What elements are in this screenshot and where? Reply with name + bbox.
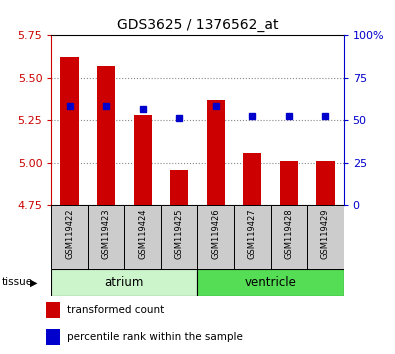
Bar (60, 57, 79, 205)
Bar (234, 205, 271, 269)
Text: GSM119425: GSM119425 (175, 209, 184, 259)
Text: GSM119423: GSM119423 (102, 209, 111, 259)
Text: GSM119428: GSM119428 (284, 209, 293, 259)
Text: ▶: ▶ (30, 277, 38, 287)
Bar (161, 205, 198, 269)
Text: transformed count: transformed count (68, 305, 165, 315)
Text: percentile rank within the sample: percentile rank within the sample (68, 332, 243, 342)
Bar (51, 205, 88, 269)
Text: GSM119424: GSM119424 (138, 209, 147, 259)
Bar (207, 100, 225, 205)
Text: atrium: atrium (105, 276, 144, 289)
Text: tissue: tissue (2, 277, 33, 287)
Bar (170, 170, 188, 205)
Bar (316, 161, 335, 205)
Text: ventricle: ventricle (245, 276, 297, 289)
Bar (198, 269, 344, 296)
Title: GDS3625 / 1376562_at: GDS3625 / 1376562_at (117, 18, 278, 32)
Bar (307, 205, 344, 269)
Bar (243, 153, 261, 205)
Bar (88, 205, 124, 269)
Bar (97, 66, 115, 205)
Bar (47, 329, 60, 345)
Text: GSM119427: GSM119427 (248, 209, 257, 259)
Bar (271, 205, 307, 269)
Text: GSM119426: GSM119426 (211, 209, 220, 259)
Bar (280, 161, 298, 205)
Bar (198, 205, 234, 269)
Bar (47, 302, 60, 318)
Text: GSM119429: GSM119429 (321, 209, 330, 259)
Text: GSM119422: GSM119422 (65, 209, 74, 259)
Bar (51, 269, 198, 296)
Bar (134, 115, 152, 205)
Bar (124, 205, 161, 269)
